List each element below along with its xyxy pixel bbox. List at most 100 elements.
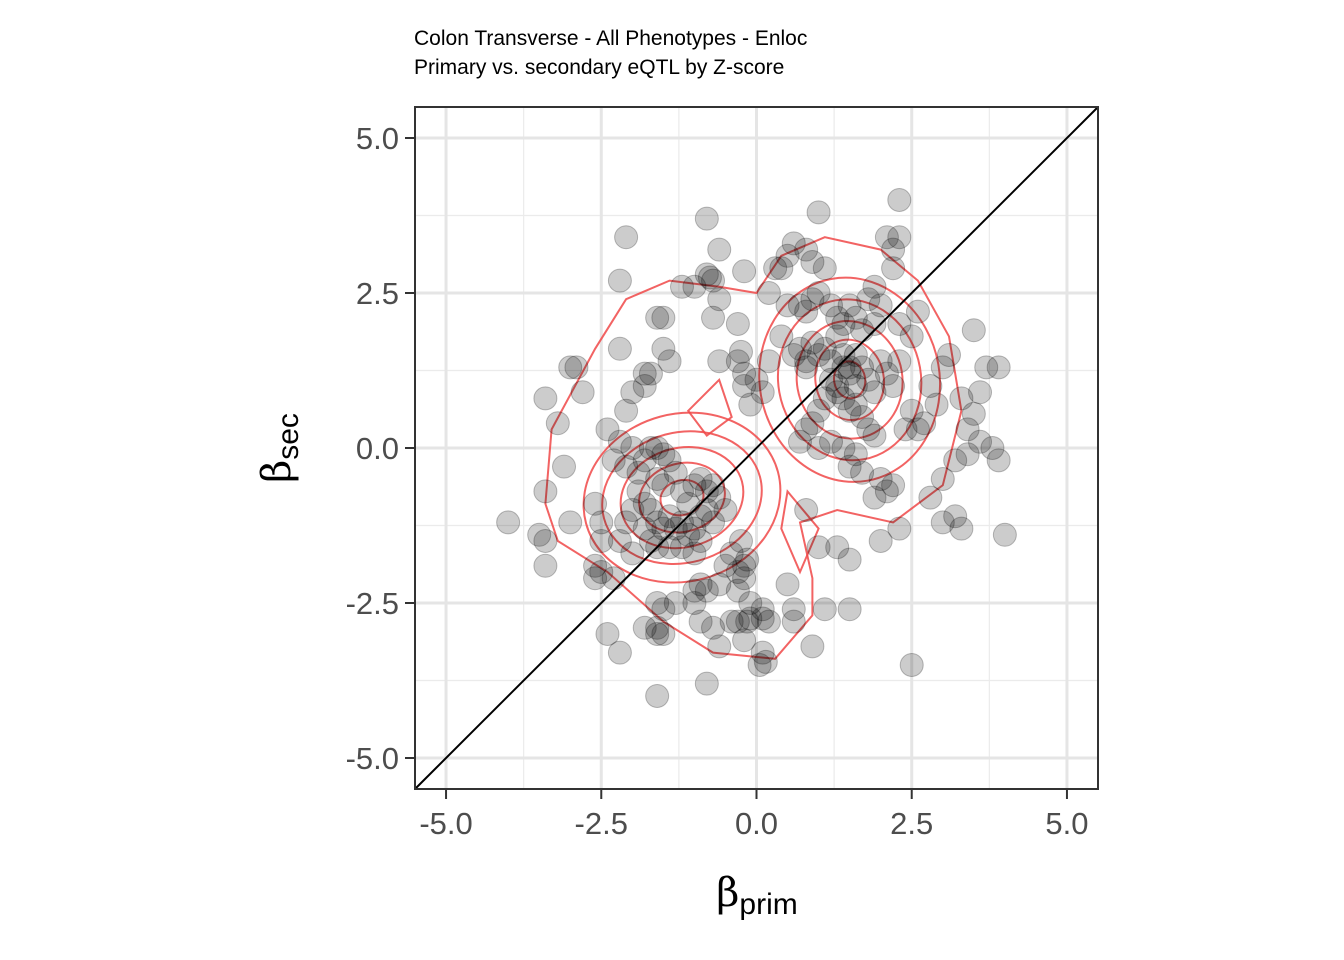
data-point	[837, 454, 862, 479]
density-contour	[619, 446, 745, 550]
data-point	[707, 287, 732, 312]
data-point	[694, 206, 719, 231]
data-point	[682, 274, 707, 299]
data-point	[583, 491, 608, 516]
data-point	[645, 684, 670, 708]
data-point	[657, 448, 682, 473]
data-point	[533, 553, 558, 578]
data-point	[663, 460, 688, 485]
data-point	[626, 460, 651, 485]
y-axis-subscript: sec	[272, 413, 305, 460]
density-contour	[582, 411, 782, 584]
data-point	[843, 442, 868, 467]
data-point	[589, 560, 614, 584]
data-point	[874, 479, 899, 504]
y-tick-label: -2.5	[346, 586, 399, 621]
data-point	[620, 498, 645, 522]
data-point	[843, 374, 868, 398]
data-point	[819, 429, 844, 454]
data-point	[868, 349, 893, 374]
data-point	[632, 516, 657, 541]
data-point	[850, 355, 875, 380]
data-point	[707, 349, 732, 374]
chart-subtitle: Primary vs. secondary eQTL by Z-score	[414, 56, 784, 79]
data-point	[657, 504, 682, 529]
data-point	[589, 510, 614, 535]
data-point	[645, 622, 670, 646]
data-point	[787, 336, 812, 361]
data-point	[862, 380, 887, 405]
data-point	[614, 510, 639, 535]
data-point	[843, 343, 868, 367]
data-point	[961, 401, 986, 426]
data-point	[682, 473, 707, 498]
data-point	[968, 380, 993, 405]
data-point	[651, 622, 676, 646]
data-point	[887, 349, 912, 374]
data-point	[735, 547, 760, 572]
density-contour-outer	[544, 236, 963, 660]
data-point	[868, 467, 893, 491]
data-point	[874, 361, 899, 386]
data-point	[837, 293, 862, 318]
data-point	[812, 256, 837, 281]
data-point	[620, 541, 645, 566]
data-point	[769, 324, 794, 349]
data-point	[645, 615, 670, 640]
data-point	[899, 398, 924, 423]
data-point	[595, 622, 620, 646]
data-point	[669, 535, 694, 560]
data-point	[669, 274, 694, 299]
data-point	[607, 429, 632, 454]
data-point	[701, 615, 726, 640]
data-point	[763, 256, 788, 281]
data-point	[843, 392, 868, 417]
data-point	[856, 417, 881, 442]
data-point	[570, 380, 595, 405]
data-point	[850, 405, 875, 429]
data-point	[986, 448, 1011, 473]
data-point	[794, 349, 819, 374]
data-point	[812, 386, 837, 411]
x-axis-subscript: prim	[739, 888, 797, 921]
data-point	[781, 231, 806, 256]
data-point	[620, 380, 645, 405]
data-point	[738, 392, 763, 417]
data-point	[728, 529, 753, 553]
data-point	[806, 343, 831, 367]
data-point	[787, 429, 812, 454]
data-point	[645, 305, 670, 330]
data-point	[856, 287, 881, 312]
data-point	[806, 398, 831, 423]
data-point	[887, 516, 912, 541]
data-point	[881, 237, 906, 262]
data-point	[850, 460, 875, 485]
data-point	[825, 305, 850, 330]
data-point	[819, 367, 844, 392]
data-point	[607, 640, 632, 665]
data-point	[980, 436, 1005, 460]
data-point	[638, 361, 663, 386]
data-point	[887, 225, 912, 250]
data-point	[868, 529, 893, 553]
data-point	[732, 553, 757, 578]
chart-title: Colon Transverse - All Phenotypes - Enlo…	[414, 27, 807, 50]
data-point	[831, 436, 856, 460]
data-point	[899, 653, 924, 677]
data-point	[719, 541, 744, 566]
density-contour	[601, 430, 763, 565]
data-point	[881, 374, 906, 398]
data-point	[614, 398, 639, 423]
data-point	[750, 606, 775, 631]
data-point	[614, 225, 639, 250]
data-point	[781, 609, 806, 634]
data-point	[632, 448, 657, 473]
data-point	[974, 355, 999, 380]
data-point	[800, 287, 825, 312]
data-point	[732, 361, 757, 386]
density-contour	[814, 338, 885, 421]
identity-line	[414, 106, 1099, 790]
data-point	[775, 293, 800, 318]
data-point	[632, 615, 657, 640]
